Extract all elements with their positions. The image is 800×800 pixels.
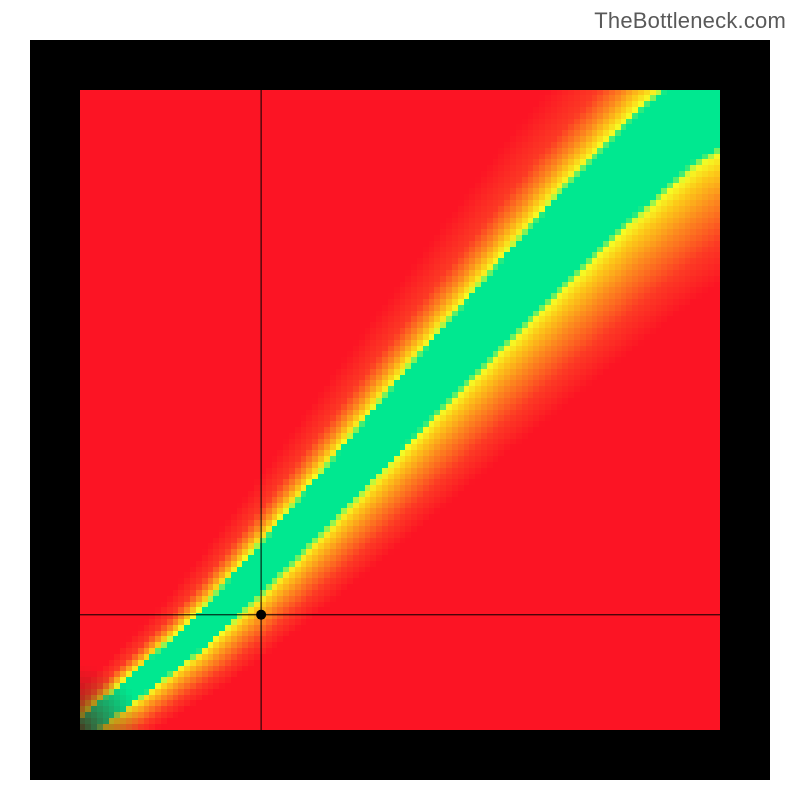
- heatmap-canvas: [30, 40, 770, 780]
- heatmap-frame: [30, 40, 770, 780]
- heatmap-canvas-wrap: [30, 40, 770, 780]
- attribution-text: TheBottleneck.com: [594, 8, 786, 34]
